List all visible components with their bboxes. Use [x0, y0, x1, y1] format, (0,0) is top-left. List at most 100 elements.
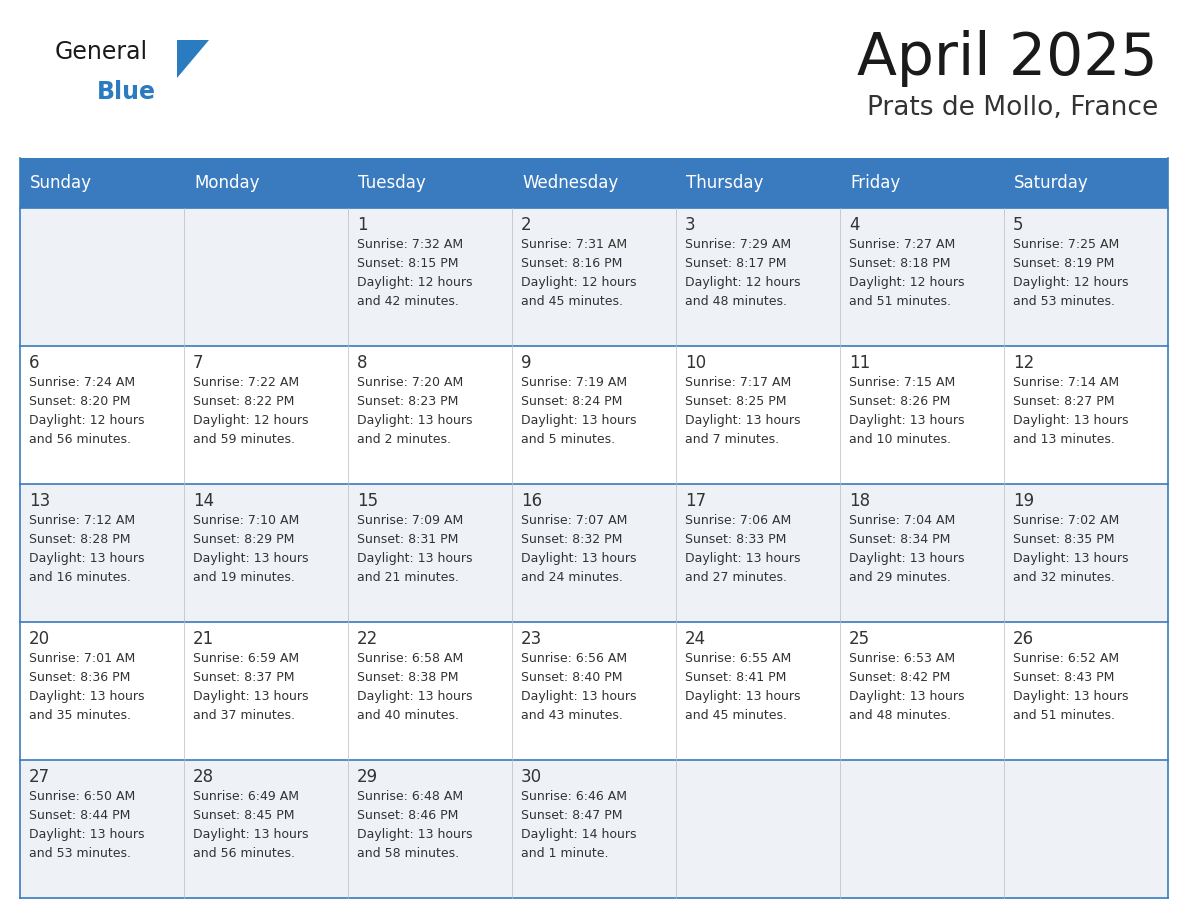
- Text: and 32 minutes.: and 32 minutes.: [1013, 571, 1114, 584]
- Text: Daylight: 13 hours: Daylight: 13 hours: [1013, 552, 1129, 565]
- Text: Daylight: 13 hours: Daylight: 13 hours: [192, 552, 309, 565]
- Text: 22: 22: [358, 630, 378, 648]
- Text: Sunset: 8:35 PM: Sunset: 8:35 PM: [1013, 533, 1114, 546]
- Text: and 58 minutes.: and 58 minutes.: [358, 847, 459, 860]
- Text: 3: 3: [685, 216, 696, 234]
- Text: Sunrise: 7:31 AM: Sunrise: 7:31 AM: [522, 238, 627, 251]
- Text: and 24 minutes.: and 24 minutes.: [522, 571, 623, 584]
- Text: Sunset: 8:20 PM: Sunset: 8:20 PM: [29, 395, 131, 408]
- Text: Sunset: 8:45 PM: Sunset: 8:45 PM: [192, 809, 295, 822]
- Text: and 13 minutes.: and 13 minutes.: [1013, 433, 1114, 446]
- Text: 4: 4: [849, 216, 859, 234]
- Text: Sunset: 8:40 PM: Sunset: 8:40 PM: [522, 671, 623, 684]
- Text: Sunrise: 7:09 AM: Sunrise: 7:09 AM: [358, 514, 463, 527]
- Text: Sunset: 8:37 PM: Sunset: 8:37 PM: [192, 671, 295, 684]
- Text: Sunrise: 6:52 AM: Sunrise: 6:52 AM: [1013, 652, 1119, 665]
- Text: 11: 11: [849, 354, 871, 372]
- Text: Sunrise: 7:01 AM: Sunrise: 7:01 AM: [29, 652, 135, 665]
- Text: 12: 12: [1013, 354, 1035, 372]
- Text: Sunrise: 6:59 AM: Sunrise: 6:59 AM: [192, 652, 299, 665]
- Text: Daylight: 13 hours: Daylight: 13 hours: [358, 414, 473, 427]
- Text: and 40 minutes.: and 40 minutes.: [358, 709, 459, 722]
- Text: Daylight: 13 hours: Daylight: 13 hours: [29, 552, 145, 565]
- Text: 24: 24: [685, 630, 706, 648]
- Text: and 42 minutes.: and 42 minutes.: [358, 295, 459, 308]
- Text: Daylight: 13 hours: Daylight: 13 hours: [685, 552, 801, 565]
- Text: Daylight: 12 hours: Daylight: 12 hours: [685, 276, 801, 289]
- Text: Sunset: 8:34 PM: Sunset: 8:34 PM: [849, 533, 950, 546]
- Text: and 45 minutes.: and 45 minutes.: [685, 709, 786, 722]
- Text: Sunset: 8:38 PM: Sunset: 8:38 PM: [358, 671, 459, 684]
- Text: and 19 minutes.: and 19 minutes.: [192, 571, 295, 584]
- Text: Sunset: 8:46 PM: Sunset: 8:46 PM: [358, 809, 459, 822]
- Text: 6: 6: [29, 354, 39, 372]
- Text: April 2025: April 2025: [858, 30, 1158, 87]
- Text: Sunset: 8:18 PM: Sunset: 8:18 PM: [849, 257, 950, 270]
- Text: Sunset: 8:29 PM: Sunset: 8:29 PM: [192, 533, 295, 546]
- Text: 14: 14: [192, 492, 214, 510]
- Text: Sunrise: 6:50 AM: Sunrise: 6:50 AM: [29, 790, 135, 803]
- Text: 28: 28: [192, 768, 214, 786]
- Text: Daylight: 13 hours: Daylight: 13 hours: [849, 690, 965, 703]
- Text: Sunrise: 6:58 AM: Sunrise: 6:58 AM: [358, 652, 463, 665]
- Text: Sunrise: 7:15 AM: Sunrise: 7:15 AM: [849, 376, 955, 389]
- Text: 19: 19: [1013, 492, 1034, 510]
- Text: 15: 15: [358, 492, 378, 510]
- Text: 27: 27: [29, 768, 50, 786]
- Text: Daylight: 13 hours: Daylight: 13 hours: [685, 414, 801, 427]
- Text: Daylight: 13 hours: Daylight: 13 hours: [358, 552, 473, 565]
- Text: and 16 minutes.: and 16 minutes.: [29, 571, 131, 584]
- Bar: [20, 484, 1168, 622]
- Text: Daylight: 13 hours: Daylight: 13 hours: [522, 414, 637, 427]
- Text: Sunset: 8:16 PM: Sunset: 8:16 PM: [522, 257, 623, 270]
- Text: Daylight: 13 hours: Daylight: 13 hours: [685, 690, 801, 703]
- Text: and 10 minutes.: and 10 minutes.: [849, 433, 952, 446]
- Text: Sunrise: 6:46 AM: Sunrise: 6:46 AM: [522, 790, 627, 803]
- Text: 23: 23: [522, 630, 542, 648]
- Text: 25: 25: [849, 630, 870, 648]
- Bar: [20, 760, 1168, 898]
- Text: and 53 minutes.: and 53 minutes.: [1013, 295, 1116, 308]
- Text: and 2 minutes.: and 2 minutes.: [358, 433, 451, 446]
- Text: Sunrise: 6:56 AM: Sunrise: 6:56 AM: [522, 652, 627, 665]
- Text: Daylight: 13 hours: Daylight: 13 hours: [849, 552, 965, 565]
- Text: Daylight: 13 hours: Daylight: 13 hours: [192, 828, 309, 841]
- Text: Sunrise: 7:06 AM: Sunrise: 7:06 AM: [685, 514, 791, 527]
- Text: Sunrise: 6:48 AM: Sunrise: 6:48 AM: [358, 790, 463, 803]
- Text: Sunset: 8:26 PM: Sunset: 8:26 PM: [849, 395, 950, 408]
- Text: Daylight: 12 hours: Daylight: 12 hours: [192, 414, 309, 427]
- Text: Sunset: 8:32 PM: Sunset: 8:32 PM: [522, 533, 623, 546]
- Text: and 53 minutes.: and 53 minutes.: [29, 847, 131, 860]
- Text: Sunset: 8:28 PM: Sunset: 8:28 PM: [29, 533, 131, 546]
- Text: Tuesday: Tuesday: [358, 174, 425, 192]
- Text: Wednesday: Wednesday: [522, 174, 618, 192]
- Text: and 37 minutes.: and 37 minutes.: [192, 709, 295, 722]
- Text: and 48 minutes.: and 48 minutes.: [849, 709, 952, 722]
- Text: and 7 minutes.: and 7 minutes.: [685, 433, 779, 446]
- Text: Sunset: 8:33 PM: Sunset: 8:33 PM: [685, 533, 786, 546]
- Text: Daylight: 13 hours: Daylight: 13 hours: [522, 690, 637, 703]
- Text: 17: 17: [685, 492, 706, 510]
- Text: Daylight: 13 hours: Daylight: 13 hours: [1013, 414, 1129, 427]
- Text: Sunrise: 7:32 AM: Sunrise: 7:32 AM: [358, 238, 463, 251]
- Text: and 51 minutes.: and 51 minutes.: [849, 295, 952, 308]
- Text: 21: 21: [192, 630, 214, 648]
- Text: Daylight: 13 hours: Daylight: 13 hours: [1013, 690, 1129, 703]
- Text: Sunset: 8:24 PM: Sunset: 8:24 PM: [522, 395, 623, 408]
- Text: 10: 10: [685, 354, 706, 372]
- Text: Thursday: Thursday: [685, 174, 764, 192]
- Text: 20: 20: [29, 630, 50, 648]
- Text: and 51 minutes.: and 51 minutes.: [1013, 709, 1116, 722]
- Text: Sunset: 8:31 PM: Sunset: 8:31 PM: [358, 533, 459, 546]
- Text: and 43 minutes.: and 43 minutes.: [522, 709, 623, 722]
- Text: Daylight: 12 hours: Daylight: 12 hours: [849, 276, 965, 289]
- Text: Sunrise: 7:10 AM: Sunrise: 7:10 AM: [192, 514, 299, 527]
- Text: and 59 minutes.: and 59 minutes.: [192, 433, 295, 446]
- Text: and 21 minutes.: and 21 minutes.: [358, 571, 459, 584]
- Text: 13: 13: [29, 492, 50, 510]
- Text: Sunrise: 7:04 AM: Sunrise: 7:04 AM: [849, 514, 955, 527]
- Text: and 48 minutes.: and 48 minutes.: [685, 295, 786, 308]
- Text: 30: 30: [522, 768, 542, 786]
- Text: Sunrise: 6:55 AM: Sunrise: 6:55 AM: [685, 652, 791, 665]
- Text: 9: 9: [522, 354, 531, 372]
